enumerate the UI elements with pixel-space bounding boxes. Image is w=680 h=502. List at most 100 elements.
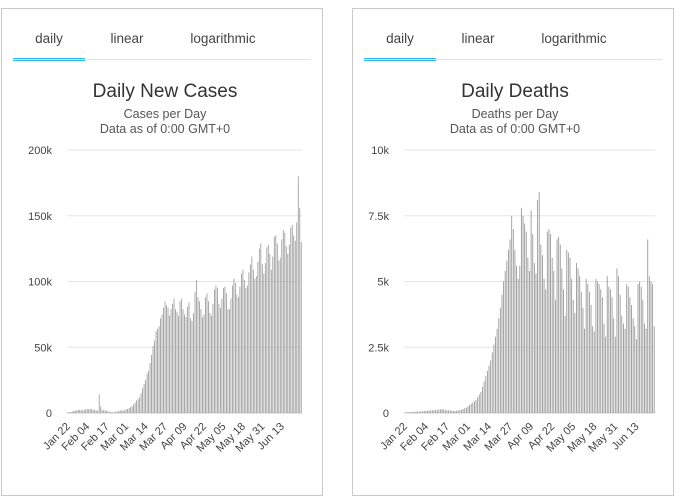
bar [548,228,550,413]
tab-linear[interactable]: linear [110,31,144,46]
bar [97,410,99,413]
bar [467,406,469,413]
bar [206,293,208,413]
bar [278,260,280,413]
bar [452,410,454,413]
bar [273,236,275,413]
tab-linear[interactable]: linear [461,31,495,46]
bar [86,409,88,413]
bar [220,307,221,413]
bar [642,299,644,413]
bar [496,328,498,413]
bar [512,228,514,413]
bar [121,410,123,413]
bar [70,412,72,413]
bar [71,411,73,413]
bar [538,192,540,413]
bar [425,410,427,413]
bar [143,384,145,413]
bar [258,248,260,414]
bar [486,370,488,413]
bar [196,280,197,413]
bar [470,403,472,413]
bar [218,303,220,413]
bar [561,268,563,413]
bar [624,328,626,413]
bar [266,247,268,413]
bar [217,288,218,413]
bar [517,278,519,413]
bar [131,406,133,413]
bar [240,273,242,413]
bar [173,298,175,413]
bar [580,292,582,413]
bar [438,409,440,413]
bar [626,284,628,413]
bar [622,323,624,413]
bar [504,270,506,413]
bar [68,412,70,413]
bar [639,281,641,413]
bar [436,409,438,413]
bar [551,257,553,413]
tab-logarithmic[interactable]: logarithmic [541,31,607,46]
bar [637,284,639,413]
bar [124,410,126,413]
bar [499,307,501,413]
bar [611,297,613,413]
bar [255,276,257,413]
bar [480,391,482,413]
bar [243,280,245,413]
y-tick-label: 5k [377,277,389,289]
bar [519,265,521,413]
bar [428,410,430,413]
bar [571,278,573,413]
bar [267,244,269,413]
bar [439,409,441,413]
bar [610,289,611,413]
bar [433,410,435,413]
bar [154,340,155,413]
chart-tabs: daily linear logarithmic [2,9,322,61]
y-tick-label: 7.5k [368,211,389,223]
bar [409,412,411,413]
bar [67,412,69,413]
bar [297,176,299,413]
bar [83,409,85,413]
daily-new-cases-panel: daily linear logarithmic Daily New Cases… [1,8,323,496]
bar [601,297,603,413]
bar [532,234,534,413]
bar [193,313,194,413]
bar [158,326,160,413]
bar [559,244,561,413]
bar [284,232,286,413]
bar [564,315,566,413]
bar [652,284,654,413]
bar [491,352,493,413]
bar [404,412,406,413]
bar [275,235,277,413]
bar [110,412,112,413]
bar [423,410,425,413]
y-tick-label: 10k [371,145,389,157]
bar [257,261,259,413]
bar [448,410,449,413]
bar [73,411,75,413]
bar [590,305,592,413]
bar [254,278,256,413]
bar [112,412,114,413]
bar [85,409,87,413]
bar [635,339,637,413]
bar [632,318,634,413]
bar [618,276,620,413]
bar [572,299,574,413]
bar [205,297,206,413]
bar [574,313,576,413]
bar [462,409,464,413]
bar [281,239,283,413]
bar [133,404,135,413]
bar [77,409,79,413]
bar [161,314,163,414]
tab-logarithmic[interactable]: logarithmic [190,31,256,46]
bar [495,336,496,413]
